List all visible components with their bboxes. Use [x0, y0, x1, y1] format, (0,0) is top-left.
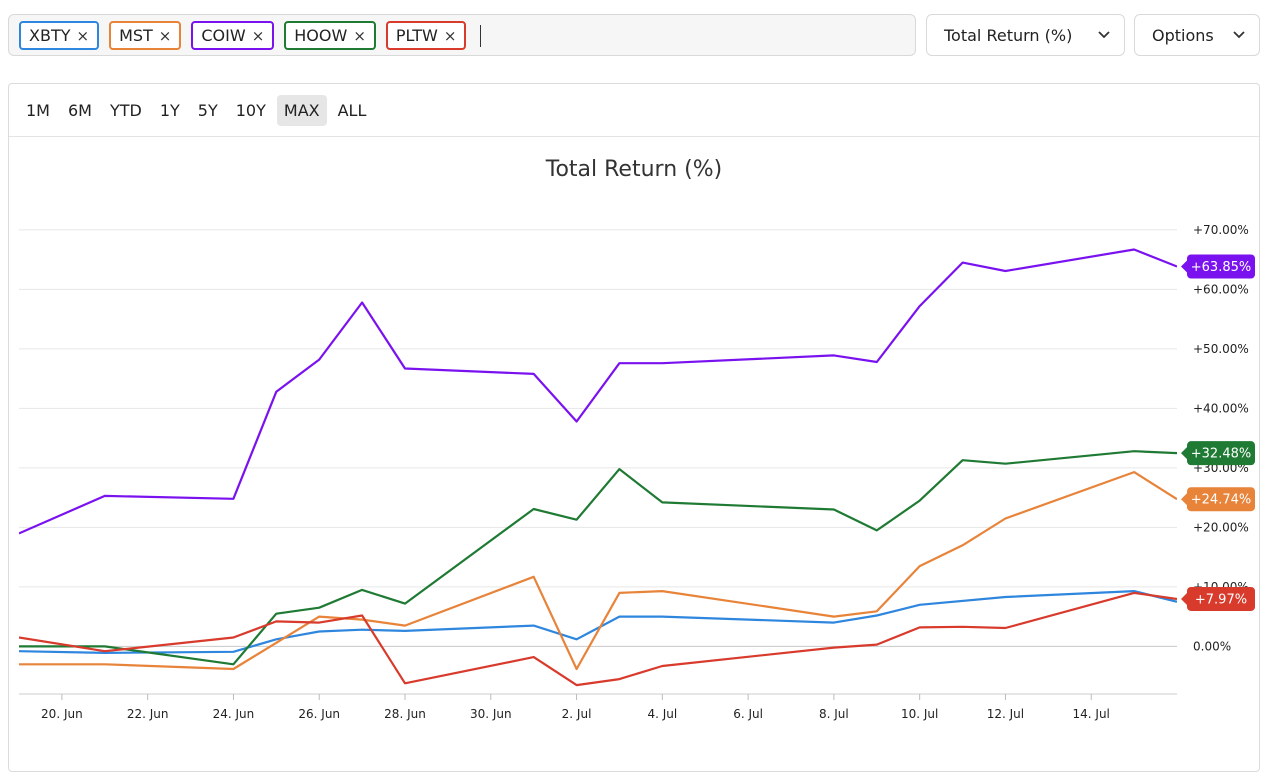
chart-title: Total Return (%)	[545, 157, 722, 182]
range-button-max[interactable]: MAX	[276, 94, 327, 126]
x-tick-label: 10. Jul	[901, 707, 938, 721]
y-tick-label: +50.00%	[1193, 342, 1249, 356]
remove-ticker-icon[interactable]: ×	[443, 26, 457, 45]
ticker-chip-list: XBTY × MST × COIW × HOOW × PLTW ×	[19, 21, 482, 50]
ticker-chip-pltw[interactable]: PLTW ×	[385, 21, 467, 50]
series-line-coiw	[19, 248, 1177, 535]
range-button-all[interactable]: ALL	[337, 100, 367, 120]
ticker-chip-coiw[interactable]: COIW ×	[191, 21, 275, 50]
text-cursor	[480, 24, 482, 47]
series-line-xbty	[19, 590, 1177, 654]
range-button-ytd[interactable]: YTD	[109, 100, 142, 120]
total-return-chart: Total Return (%)0.00%+10.00%+20.00%+30.0…	[19, 157, 1255, 721]
remove-ticker-icon[interactable]: ×	[158, 26, 172, 45]
range-button-5y[interactable]: 5Y	[197, 100, 218, 120]
x-tick-label: 6. Jul	[733, 707, 763, 721]
y-tick-label: +40.00%	[1193, 401, 1249, 415]
end-label-badge-hoow	[1187, 441, 1255, 466]
ticker-chip-label: COIW	[201, 26, 246, 45]
remove-ticker-icon[interactable]: ×	[76, 26, 90, 45]
series-line-mst	[19, 471, 1177, 671]
x-tick-label: 22. Jun	[127, 707, 169, 721]
y-tick-label: +60.00%	[1193, 282, 1249, 296]
y-tick-label: 0.00%	[1193, 639, 1231, 653]
options-dropdown-label: Options	[1152, 25, 1214, 45]
y-tick-label: +20.00%	[1193, 520, 1249, 534]
top-bar: XBTY × MST × COIW × HOOW × PLTW × Total Return (%…	[8, 14, 1260, 56]
y-tick-label: +70.00%	[1193, 223, 1249, 237]
x-tick-label: 12. Jul	[987, 707, 1024, 721]
range-button-10y[interactable]: 10Y	[235, 100, 266, 120]
chart-panel: 1M 6M YTD 1Y 5Y 10Y MAX ALL Total Return (%) 0.0…	[8, 83, 1260, 772]
ticker-chip-xbty[interactable]: XBTY ×	[19, 21, 100, 50]
metric-dropdown[interactable]: Total Return (%)	[926, 14, 1125, 56]
range-button-6m[interactable]: 6M	[67, 100, 92, 120]
metric-dropdown-label: Total Return (%)	[944, 25, 1073, 45]
ticker-chip-label: MST	[119, 26, 153, 45]
end-label-pointer-pltw	[1181, 592, 1187, 605]
end-label-text-coiw: +63.85%	[1191, 260, 1251, 275]
ticker-chip-label: PLTW	[395, 26, 438, 45]
ticker-chip-label: HOOW	[294, 26, 348, 45]
x-tick-label: 28. Jun	[384, 707, 426, 721]
series-line-pltw	[19, 591, 1177, 687]
end-label-badge-mst	[1187, 487, 1255, 512]
chevron-down-icon	[1098, 31, 1110, 39]
end-label-text-hoow: +32.48%	[1191, 447, 1251, 462]
options-dropdown[interactable]: Options	[1134, 14, 1260, 56]
series-line-hoow	[19, 450, 1177, 666]
x-tick-label: 26. Jun	[298, 707, 340, 721]
x-tick-label: 4. Jul	[647, 707, 677, 721]
ticker-chip-hoow[interactable]: HOOW ×	[284, 21, 376, 50]
range-button-1m[interactable]: 1M	[26, 100, 50, 120]
ticker-chip-mst[interactable]: MST ×	[109, 21, 182, 50]
end-label-text-pltw: +7.97%	[1195, 592, 1247, 607]
end-label-badge-pltw	[1187, 586, 1255, 611]
end-label-pointer-mst	[1181, 493, 1187, 506]
end-label-text-mst: +24.74%	[1191, 493, 1251, 508]
x-tick-label: 30. Jun	[470, 707, 512, 721]
x-tick-label: 2. Jul	[562, 707, 592, 721]
remove-ticker-icon[interactable]: ×	[353, 26, 366, 45]
x-tick-label: 8. Jul	[819, 707, 849, 721]
x-tick-label: 20. Jun	[41, 707, 83, 721]
x-tick-label: 14. Jul	[1073, 707, 1110, 721]
range-selector: 1M 6M YTD 1Y 5Y 10Y MAX ALL	[9, 84, 1259, 137]
range-button-1y[interactable]: 1Y	[159, 100, 180, 120]
end-label-badge-coiw	[1187, 254, 1255, 279]
x-tick-label: 24. Jun	[213, 707, 255, 721]
ticker-input-box[interactable]: XBTY × MST × COIW × HOOW × PLTW ×	[8, 14, 916, 56]
chevron-down-icon	[1233, 31, 1245, 39]
remove-ticker-icon[interactable]: ×	[251, 26, 265, 45]
end-label-pointer-hoow	[1181, 447, 1187, 460]
end-label-pointer-coiw	[1181, 260, 1187, 273]
ticker-chip-label: XBTY	[29, 26, 71, 45]
